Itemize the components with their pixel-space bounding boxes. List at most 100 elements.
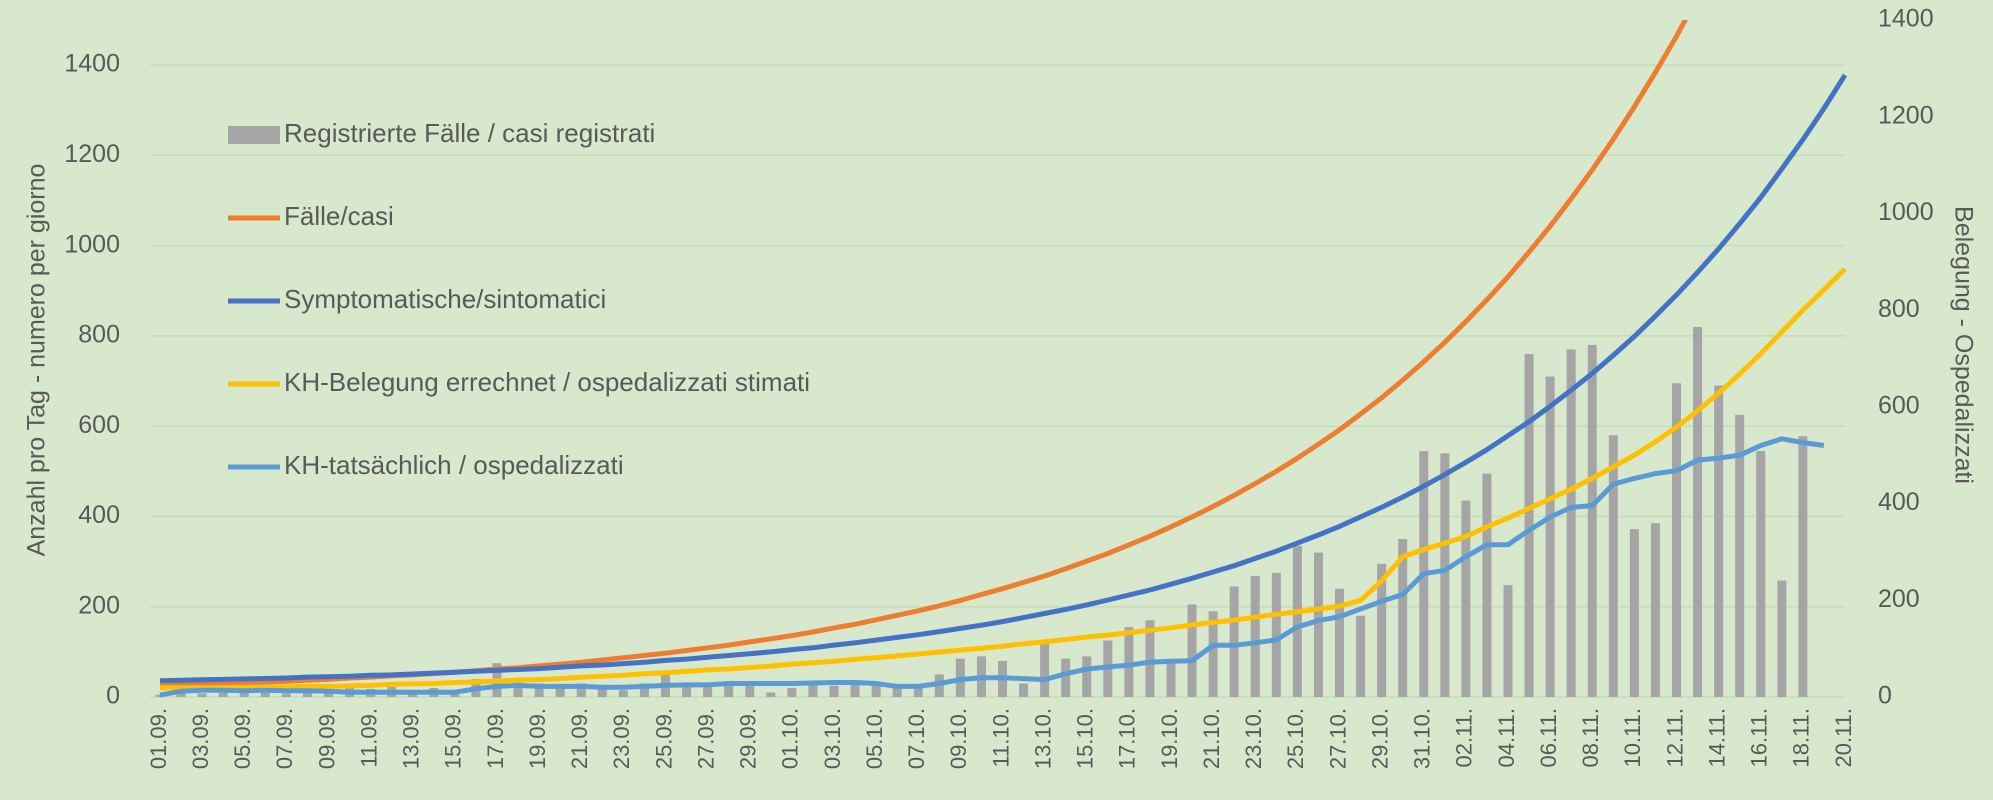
bar <box>1461 500 1471 697</box>
bar <box>1166 660 1176 697</box>
x-tick-label: 07.10. <box>904 708 929 769</box>
line <box>159 73 1848 684</box>
y2-tick-label: 0 <box>1878 682 1892 710</box>
bar <box>1250 576 1260 697</box>
x-tick-label: 17.09. <box>483 708 508 769</box>
x-tick-label: 21.09. <box>567 708 592 769</box>
bar <box>197 693 207 697</box>
x-tick-label: 15.10. <box>1073 708 1098 769</box>
bar <box>218 690 228 697</box>
bar <box>1777 580 1787 697</box>
bar <box>1608 435 1618 697</box>
x-tick-label: 09.10. <box>946 708 971 769</box>
bar <box>576 683 586 697</box>
legend-label: Fälle/casi <box>284 201 394 231</box>
x-tick-label: 18.11. <box>1789 708 1814 768</box>
y-tick-label: 600 <box>78 411 120 439</box>
bar <box>871 684 881 697</box>
x-tick-label: 03.09. <box>188 708 213 769</box>
x-tick-label: 08.11. <box>1578 708 1603 768</box>
bar <box>176 692 186 697</box>
x-tick-label: 14.11. <box>1704 708 1729 768</box>
bar <box>1714 385 1724 697</box>
x-tick-label: 13.09. <box>399 708 424 769</box>
x-tick-label: 05.10. <box>862 708 887 769</box>
line <box>159 436 1825 698</box>
y2-tick-label: 400 <box>1878 488 1920 516</box>
bar <box>808 681 818 697</box>
line <box>160 267 1847 691</box>
bar <box>1187 604 1197 697</box>
bar <box>1629 529 1639 697</box>
x-tick-label: 27.10. <box>1325 708 1350 769</box>
x-tick-label: 23.09. <box>609 708 634 769</box>
x-tick-label: 19.10. <box>1157 708 1182 769</box>
bar <box>682 685 692 697</box>
x-tick-label: 12.11. <box>1662 708 1687 768</box>
bar <box>1124 627 1134 697</box>
bar <box>1524 353 1534 697</box>
bar <box>1398 539 1408 697</box>
bar <box>1798 436 1808 697</box>
bar <box>1040 642 1050 697</box>
bar <box>1377 563 1387 697</box>
bar <box>1693 326 1703 697</box>
x-tick-label: 10.11. <box>1620 708 1645 768</box>
y-axis-label: Anzahl pro Tag - numero per giorno <box>23 164 51 557</box>
bar <box>239 691 249 697</box>
x-tick-label: 20.11. <box>1831 708 1856 768</box>
bar <box>555 685 565 697</box>
x-tick-label: 23.10. <box>1241 708 1266 769</box>
x-tick-label: 19.09. <box>525 708 550 769</box>
bar <box>1313 552 1323 697</box>
bar <box>1292 545 1302 697</box>
y2-tick-label: 200 <box>1878 585 1920 613</box>
bar <box>1566 349 1576 697</box>
bar <box>1061 658 1071 697</box>
bar <box>1082 656 1092 697</box>
bar <box>1482 473 1492 697</box>
x-tick-label: 27.09. <box>693 708 718 769</box>
bar <box>1356 615 1366 697</box>
x-tick-label: 16.11. <box>1747 708 1772 768</box>
y2-tick-label: 800 <box>1878 295 1920 323</box>
y-tick-label: 1000 <box>64 230 120 258</box>
x-tick-label: 31.10. <box>1410 708 1435 769</box>
bar <box>1756 451 1766 697</box>
x-tick-label: 15.09. <box>441 708 466 769</box>
y-tick-label: 400 <box>78 501 120 529</box>
legend-label: Symptomatische/sintomatici <box>284 284 606 314</box>
bar <box>724 681 734 697</box>
bar <box>892 687 902 697</box>
bar <box>1019 683 1029 697</box>
x-tick-label: 07.09. <box>272 708 297 769</box>
bar <box>302 691 312 697</box>
bar <box>1503 585 1513 697</box>
bar <box>281 693 291 697</box>
x-tick-label: 11.10. <box>988 708 1013 768</box>
x-tick-label: 25.10. <box>1283 708 1308 769</box>
bar <box>1672 383 1681 697</box>
x-tick-label: 04.11. <box>1494 708 1519 768</box>
y-tick-label: 0 <box>106 682 120 710</box>
x-tick-label: 29.09. <box>736 708 761 769</box>
bar <box>1440 453 1450 697</box>
x-tick-label: 29.10. <box>1367 708 1392 769</box>
bar <box>534 683 544 697</box>
legend-swatch <box>228 126 280 144</box>
y2-tick-label: 600 <box>1878 391 1920 419</box>
bar <box>745 685 755 697</box>
x-tick-label: 05.09. <box>230 708 255 769</box>
x-tick-label: 17.10. <box>1115 708 1140 769</box>
y-tick-label: 200 <box>78 591 120 619</box>
bar <box>1145 620 1155 697</box>
bar <box>703 683 713 697</box>
bar <box>913 687 923 697</box>
bar <box>766 692 776 697</box>
x-tick-label: 03.10. <box>820 708 845 769</box>
bar <box>1735 414 1745 697</box>
x-tick-label: 13.10. <box>1030 708 1055 769</box>
y2-tick-label: 1200 <box>1878 101 1934 129</box>
bar <box>1545 376 1555 697</box>
